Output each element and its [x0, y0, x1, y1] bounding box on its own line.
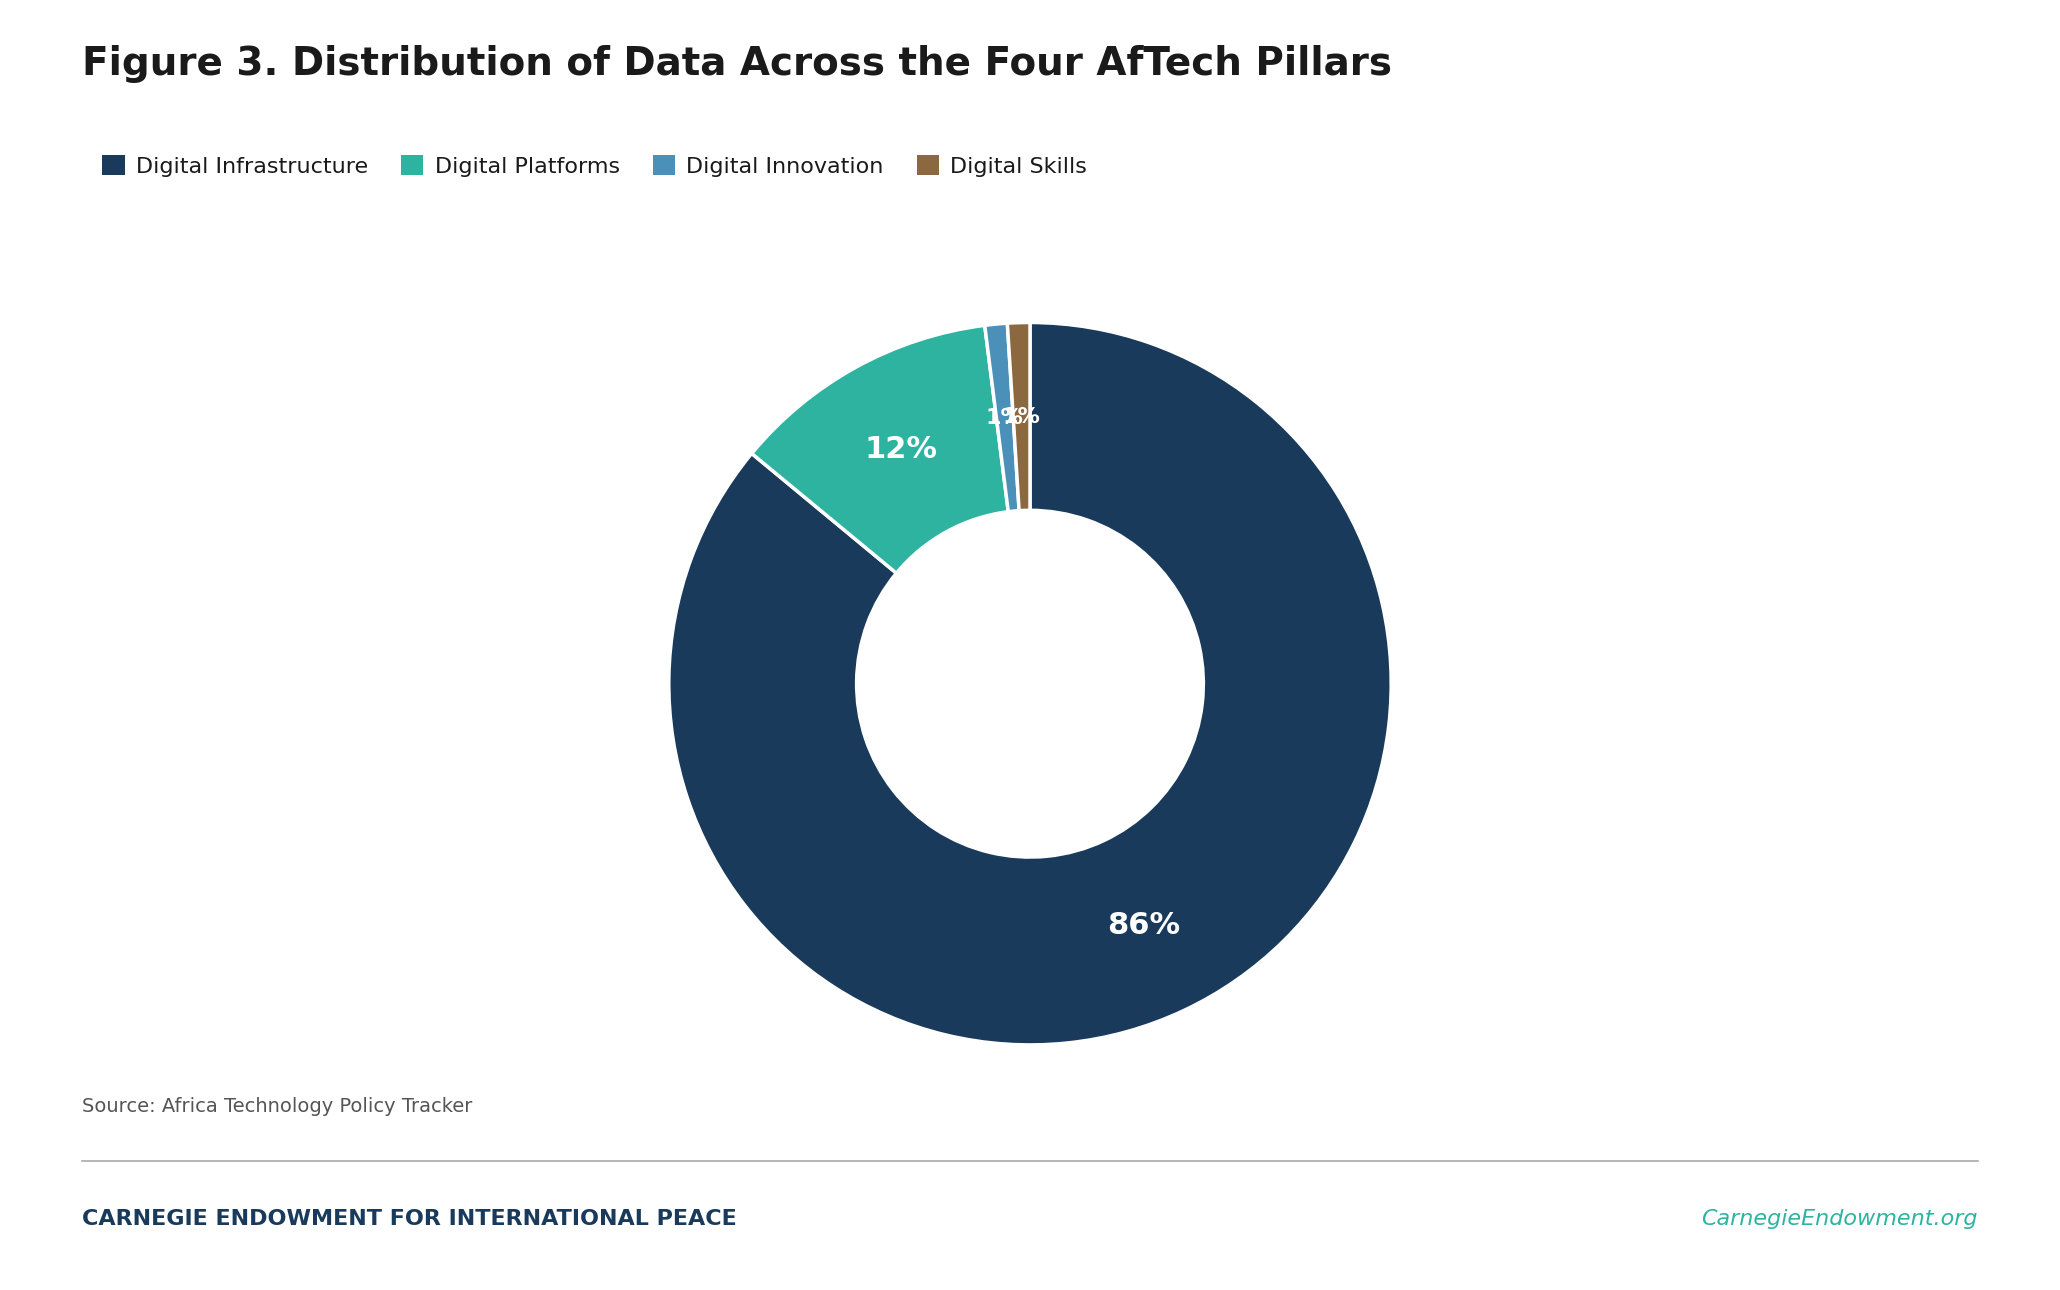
Text: 12%: 12% — [865, 435, 937, 464]
Text: Source: Africa Technology Policy Tracker: Source: Africa Technology Policy Tracker — [82, 1096, 474, 1116]
Wedge shape — [670, 322, 1390, 1045]
Wedge shape — [985, 324, 1020, 512]
Text: Figure 3. Distribution of Data Across the Four AfTech Pillars: Figure 3. Distribution of Data Across th… — [82, 45, 1393, 83]
Wedge shape — [752, 325, 1007, 573]
Text: 1%: 1% — [987, 408, 1024, 427]
Text: CARNEGIE ENDOWMENT FOR INTERNATIONAL PEACE: CARNEGIE ENDOWMENT FOR INTERNATIONAL PEA… — [82, 1209, 737, 1229]
Text: CarnegieEndowment.org: CarnegieEndowment.org — [1702, 1209, 1978, 1229]
Legend: Digital Infrastructure, Digital Platforms, Digital Innovation, Digital Skills: Digital Infrastructure, Digital Platform… — [93, 147, 1096, 186]
Text: 86%: 86% — [1106, 911, 1180, 940]
Wedge shape — [1007, 322, 1030, 511]
Text: 1%: 1% — [1003, 406, 1040, 427]
